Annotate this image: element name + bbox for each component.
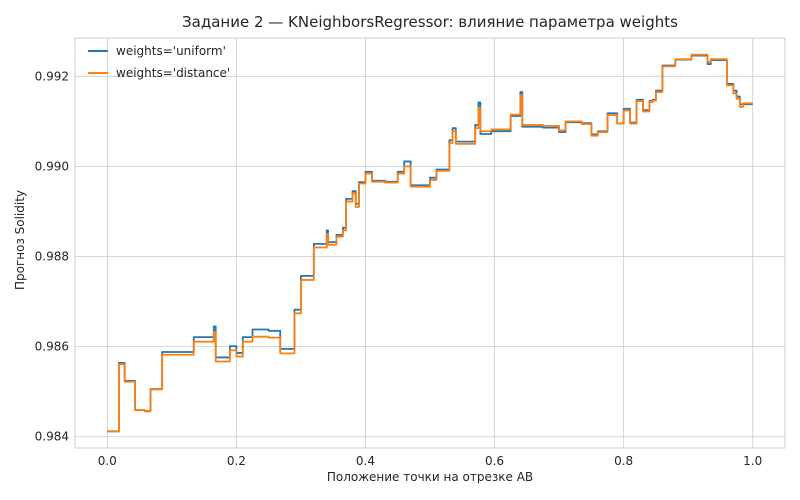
chart-title: Задание 2 — KNeighborsRegressor: влияние… [182,13,678,31]
series-line-distance [107,53,753,433]
y-tick-label: 0.992 [35,69,69,83]
legend-label-uniform: weights='uniform' [116,44,226,58]
x-tick-label: 1.0 [743,454,762,468]
y-axis-label: Прогноз Solidity [13,190,27,290]
y-ticks: 0.984 0.986 0.988 0.990 0.992 [35,69,69,443]
legend-label-distance: weights='distance' [116,66,230,80]
y-tick-label: 0.990 [35,159,69,173]
plot-frame [74,37,786,449]
x-axis-label: Положение точки на отрезке AB [327,470,533,484]
x-tick-label: 0.6 [485,454,504,468]
y-tick-label: 0.984 [35,430,69,444]
x-tick-label: 0.8 [614,454,633,468]
x-tick-label: 0.4 [356,454,375,468]
y-tick-label: 0.988 [35,250,69,264]
plot-area-border [74,37,786,449]
x-tick-label: 0.2 [227,454,246,468]
x-tick-label: 0.0 [98,454,117,468]
legend: weights='uniform' weights='distance' [88,44,230,80]
y-tick-label: 0.986 [35,340,69,354]
x-ticks: 0.0 0.2 0.4 0.6 0.8 1.0 [98,454,763,468]
series-layer [107,53,753,433]
